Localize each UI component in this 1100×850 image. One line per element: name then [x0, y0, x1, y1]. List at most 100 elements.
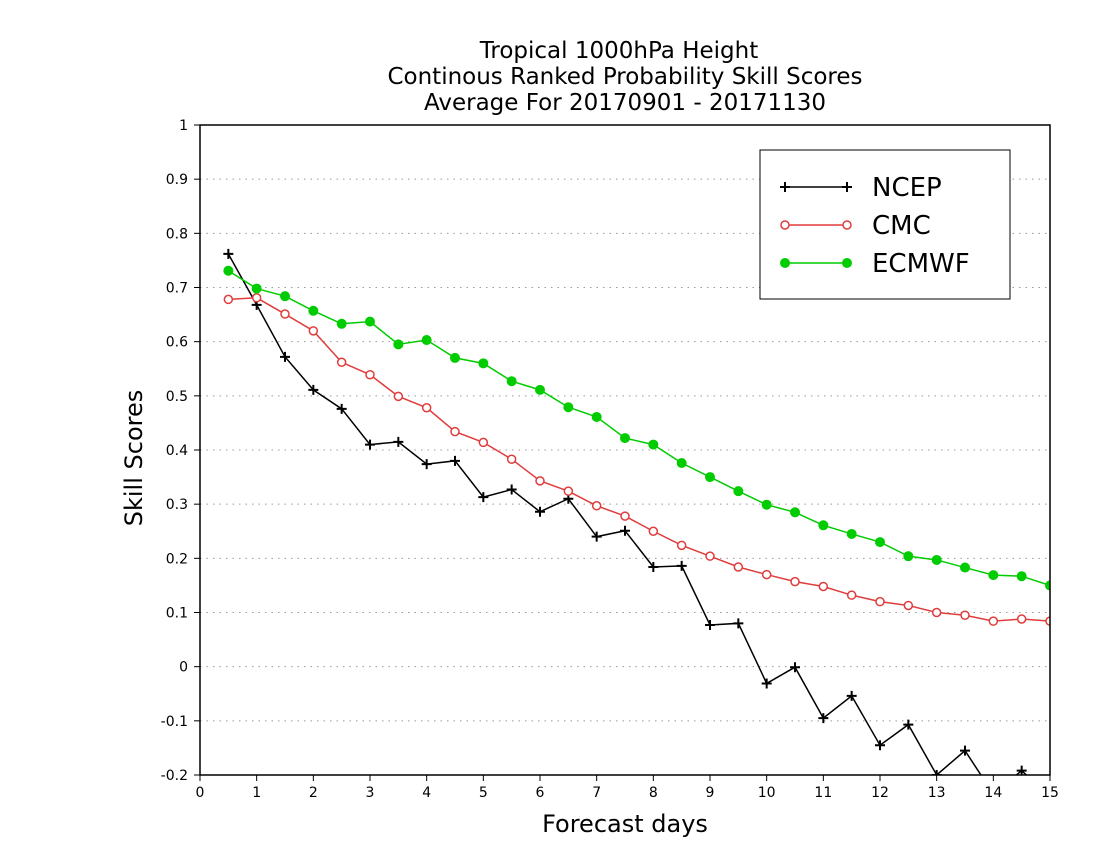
- cmc-point: [223, 294, 234, 305]
- ncep-point: [676, 560, 687, 571]
- x-tick-label: 11: [814, 785, 832, 801]
- legend: NCEP CMC ECMWF: [759, 149, 1011, 300]
- ncep-point: [705, 619, 715, 630]
- ecmwf-point: [563, 402, 574, 413]
- ecmwf-line: [227, 270, 1050, 587]
- x-tick-label: 13: [928, 785, 946, 801]
- x-tick-label: 9: [706, 785, 715, 801]
- ncep-point: [733, 618, 744, 629]
- cmc-point: [393, 391, 404, 402]
- x-tick-label: 7: [592, 785, 601, 801]
- ecmwf-point: [251, 283, 262, 294]
- cmc-point: [818, 581, 829, 592]
- cmc-point: [761, 569, 772, 580]
- series-ecmwf: [223, 265, 1050, 591]
- cmc-point: [450, 426, 460, 437]
- x-tick-label: 12: [871, 785, 889, 801]
- x-tick-label: 10: [758, 785, 776, 801]
- ecmwf-point: [223, 265, 234, 276]
- ncep-point: [506, 484, 517, 495]
- ncep-point: [846, 690, 857, 701]
- ecmwf-point: [733, 486, 744, 497]
- cmc-point: [506, 454, 517, 464]
- ncep-point: [903, 719, 914, 730]
- ncep-point: [393, 436, 404, 447]
- cmc-point: [790, 576, 800, 587]
- ncep-point: [818, 713, 829, 724]
- ncep-point: [421, 459, 432, 470]
- ecmwf-point: [818, 520, 829, 531]
- cmc-point: [988, 616, 999, 626]
- cmc-point: [648, 526, 659, 536]
- ecmwf-point: [280, 291, 290, 302]
- y-tick-label: 0.1: [166, 606, 188, 622]
- ncep-point: [478, 492, 489, 503]
- ecmwf-point: [676, 458, 687, 468]
- legend-entry-ncep: NCEP: [780, 173, 942, 203]
- ncep-point: [591, 531, 602, 542]
- cmc-point: [705, 551, 715, 561]
- y-tick-label: 0.4: [166, 443, 188, 459]
- chart-title: Tropical 1000hPa Height Continous Ranked…: [387, 38, 862, 116]
- ncep-point: [960, 745, 970, 756]
- y-axis-label: Skill Scores: [120, 390, 148, 527]
- x-tick-label: 3: [366, 785, 375, 801]
- ecmwf-point: [931, 554, 942, 565]
- plot-frame: [199, 124, 1051, 776]
- x-tick-label: 15: [1041, 785, 1059, 801]
- legend-entry-ecmwf: ECMWF: [780, 249, 970, 279]
- cmc-point: [421, 403, 432, 413]
- title-line-1: Tropical 1000hPa Height: [479, 38, 759, 64]
- ncep-point: [1016, 765, 1027, 775]
- ncep-point: [280, 351, 290, 362]
- cmc-point: [365, 369, 375, 380]
- ecmwf-point: [450, 352, 460, 363]
- ecmwf-point: [1045, 580, 1050, 591]
- cmc-point: [733, 562, 744, 572]
- ncep-point: [535, 506, 545, 517]
- ncep-point: [620, 525, 630, 536]
- title-line-2: Continous Ranked Probability Skill Score…: [387, 64, 862, 90]
- legend-label-ecmwf: ECMWF: [872, 249, 970, 279]
- cmc-point: [563, 486, 574, 496]
- ecmwf-point: [591, 411, 602, 422]
- y-tick-label: 0.6: [166, 335, 188, 351]
- legend-marker: [780, 220, 790, 230]
- title-line-3: Average For 20170901 - 20171130: [424, 90, 826, 116]
- cmc-point: [1016, 614, 1027, 624]
- ecmwf-point: [478, 358, 489, 369]
- cmc-point: [1045, 616, 1050, 626]
- ncep-point: [308, 384, 319, 395]
- legend-marker: [842, 220, 852, 230]
- ncep-point: [450, 455, 460, 466]
- ecmwf-point: [846, 528, 857, 539]
- cmc-point: [336, 357, 347, 367]
- cmc-point: [903, 600, 914, 611]
- ecmwf-point: [960, 562, 970, 573]
- ecmwf-point: [506, 376, 517, 387]
- legend-marker: [842, 182, 852, 192]
- y-tick-label: 0.2: [166, 551, 188, 567]
- cmc-point: [620, 511, 630, 521]
- x-axis-label: Forecast days: [542, 810, 708, 838]
- y-tick-label: 0.9: [166, 172, 188, 188]
- x-tick-label: 0: [196, 785, 205, 801]
- y-tick-label: 1: [179, 118, 188, 134]
- series-ncep: [223, 248, 1028, 775]
- ncep-point: [336, 403, 347, 414]
- ecmwf-point: [761, 499, 772, 510]
- series-cmc: [223, 293, 1050, 626]
- cmc-point: [280, 309, 290, 319]
- ecmwf-point: [988, 570, 999, 581]
- legend-label-cmc: CMC: [872, 211, 931, 241]
- ncep-point: [761, 678, 772, 689]
- cmc-point: [960, 610, 970, 620]
- cmc-point: [875, 596, 885, 607]
- x-tick-label: 1: [252, 785, 261, 801]
- x-tick-label: 6: [536, 785, 545, 801]
- ncep-point: [931, 770, 942, 775]
- cmc-point: [591, 501, 602, 511]
- x-axis-ticks: 0 1 2 3 4 5 6 7 8 9 10 11 12 13 14 15: [196, 775, 1059, 801]
- cmc-line: [228, 297, 1050, 622]
